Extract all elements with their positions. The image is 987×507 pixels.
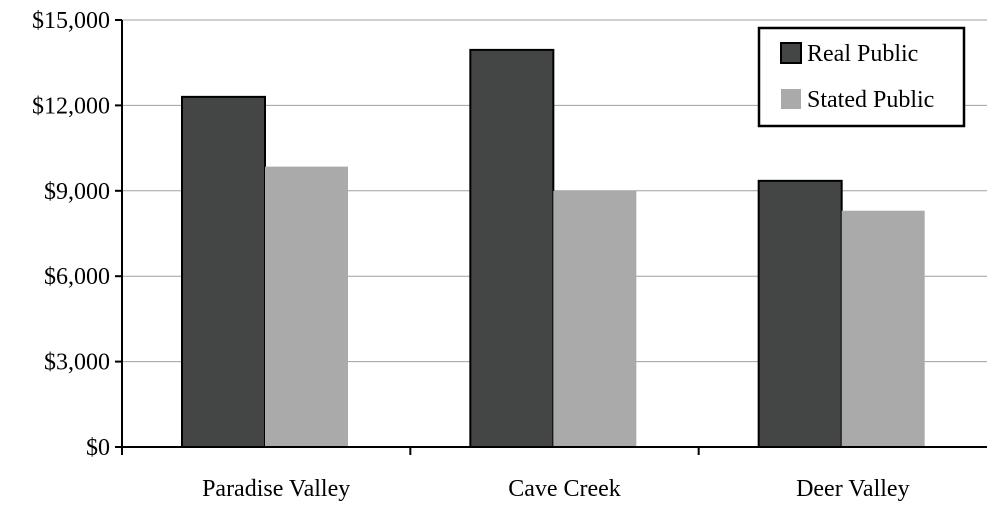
bar-stated-public xyxy=(553,190,637,448)
bar-real-public xyxy=(469,48,555,448)
y-tick-label: $15,000 xyxy=(32,8,110,34)
y-tick-labels: $0 $3,000 $6,000 $9,000 $12,000 $15,000 xyxy=(32,8,110,461)
legend-label: Stated Public xyxy=(807,87,934,113)
x-tick-label: Paradise Valley xyxy=(202,476,350,502)
y-tick-label: $0 xyxy=(86,435,110,461)
axes xyxy=(115,19,987,455)
x-tick-label: Deer Valley xyxy=(796,476,910,502)
x-tick-label: Cave Creek xyxy=(508,476,621,502)
bar-real-public xyxy=(181,95,266,449)
bar-stated-public xyxy=(841,210,925,447)
x-tick-labels: Paradise Valley Cave Creek Deer Valley xyxy=(202,476,910,502)
y-tick-label: $9,000 xyxy=(44,179,110,205)
legend: Real Public Stated Public xyxy=(757,26,966,128)
y-tick-label: $3,000 xyxy=(44,350,110,376)
bars xyxy=(181,48,925,449)
y-tick-label: $12,000 xyxy=(32,93,110,119)
legend-label: Real Public xyxy=(807,41,918,67)
legend-swatch xyxy=(780,42,802,64)
legend-swatch xyxy=(781,89,801,109)
y-tick-label: $6,000 xyxy=(44,264,110,290)
bar-stated-public xyxy=(265,166,348,447)
bar-real-public xyxy=(757,179,843,448)
